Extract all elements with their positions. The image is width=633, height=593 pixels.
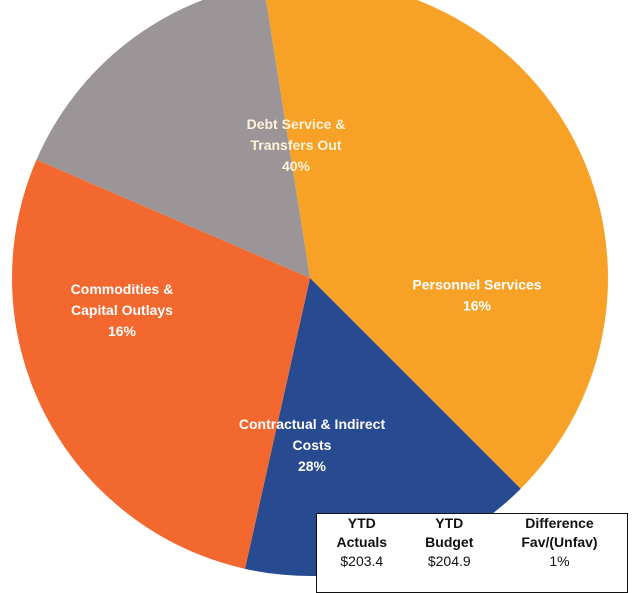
slice-name-line: Personnel Services bbox=[412, 277, 541, 293]
summary-value-row: $203.4 $204.9 1% bbox=[317, 552, 627, 570]
slice-label-contractual-indirect-costs: Contractual & Indirect Costs 28% bbox=[239, 416, 386, 474]
summary-table: YTD YTD Difference Actuals Budget Fav/(U… bbox=[316, 513, 628, 593]
ytd-actuals-value: $203.4 bbox=[340, 553, 384, 569]
slice-label-commodities-capital-outlays: Commodities & Capital Outlays 16% bbox=[71, 281, 174, 339]
summary-header-row-2: Actuals Budget Fav/(Unfav) bbox=[317, 533, 627, 552]
slice-name-line: Commodities & bbox=[71, 281, 174, 297]
pie-slice-personnel-services bbox=[244, 278, 521, 576]
slice-label-personnel-services: Personnel Services 16% bbox=[412, 277, 541, 314]
slice-label-debt-service-transfers-out: Debt Service & Transfers Out 40% bbox=[247, 116, 346, 174]
slice-name-line: Transfers Out bbox=[250, 137, 341, 153]
pie-slice-contractual-indirect-costs bbox=[12, 159, 311, 569]
slice-percent-label: 16% bbox=[463, 298, 492, 314]
header-ytd-budget-line2: Budget bbox=[425, 534, 474, 550]
slice-percent-label: 16% bbox=[108, 323, 137, 339]
ytd-budget-value: $204.9 bbox=[427, 553, 471, 569]
header-difference-line2: Fav/(Unfav) bbox=[521, 534, 598, 550]
header-difference-line1: Difference bbox=[525, 515, 594, 531]
difference-value: 1% bbox=[549, 553, 570, 569]
header-ytd-actuals-line2: Actuals bbox=[336, 534, 388, 550]
slice-name-line: Capital Outlays bbox=[71, 302, 173, 318]
slice-name-line: Debt Service & bbox=[247, 116, 346, 132]
slice-name-line: Costs bbox=[293, 437, 332, 453]
slice-percent-label: 28% bbox=[298, 458, 327, 474]
slice-name-line: Contractual & Indirect bbox=[239, 416, 386, 432]
pie-slice-debt-service-transfers-out bbox=[265, 0, 608, 489]
pie-slice-commodities-capital-outlays bbox=[36, 0, 310, 278]
header-ytd-actuals-line1: YTD bbox=[347, 515, 376, 531]
header-ytd-budget-line1: YTD bbox=[435, 515, 464, 531]
slice-percent-label: 40% bbox=[282, 158, 311, 174]
summary-header-row-1: YTD YTD Difference bbox=[317, 514, 627, 533]
